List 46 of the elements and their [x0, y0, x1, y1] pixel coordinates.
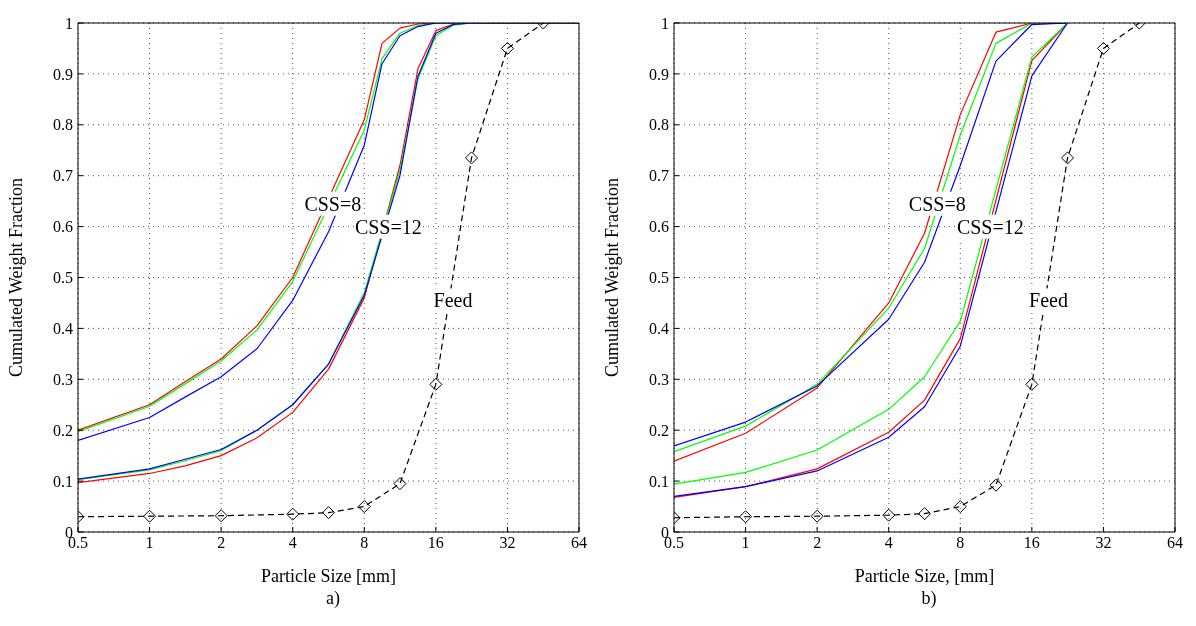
- y-tick-label: 1: [661, 14, 669, 32]
- y-tick-label: 0.8: [649, 116, 669, 134]
- annotation: CSS=12: [956, 215, 1024, 238]
- x-axis-title: Particle Size [mm]: [261, 566, 396, 586]
- y-tick-label: 1: [65, 14, 73, 32]
- x-tick-label: 4: [288, 534, 297, 552]
- y-tick-label: 0.4: [649, 320, 669, 338]
- y-tick-label: 0.2: [53, 421, 73, 439]
- x-tick-label: 8: [956, 534, 965, 552]
- y-tick-label: 0.6: [649, 218, 669, 236]
- annotation: Feed: [1029, 289, 1068, 312]
- annotation: CSS=8: [908, 192, 966, 215]
- annotation: CSS=12: [354, 215, 422, 238]
- text: a): [325, 588, 341, 609]
- x-tick-label: 64: [571, 534, 587, 552]
- x-tick-label: 16: [427, 534, 444, 552]
- x-tick-label: 1: [741, 534, 750, 552]
- y-tick-label: 0.3: [53, 370, 73, 388]
- y-tick-label: 0.1: [649, 472, 669, 490]
- x-tick-label: 32: [499, 534, 516, 552]
- y-tick-label: 0.9: [53, 65, 73, 83]
- y-tick-label: 0.2: [649, 421, 669, 439]
- text: b): [920, 588, 938, 609]
- y-tick-label: 0.4: [53, 320, 73, 338]
- y-tick-label: 0.3: [649, 370, 669, 388]
- y-axis-title: Cumulated Weight Fraction: [602, 177, 623, 378]
- y-tick-label: 0.7: [649, 167, 669, 185]
- x-axis-title: Particle Size, [mm]: [854, 566, 995, 586]
- y-tick-label: 0.9: [649, 65, 669, 83]
- x-tick-label: 2: [813, 534, 822, 552]
- y-tick-label: 0.5: [53, 269, 73, 287]
- y-tick-label: 0.1: [53, 472, 73, 490]
- x-tick-label: 32: [1095, 534, 1112, 552]
- y-axis-title: Cumulated Weight Fraction: [6, 177, 27, 378]
- y-tick-label: 0.7: [53, 167, 73, 185]
- x-tick-label: 4: [884, 534, 893, 552]
- annotation: Feed: [433, 289, 473, 312]
- y-tick-label: 0.5: [649, 269, 669, 287]
- x-tick-label: 16: [1023, 534, 1040, 552]
- x-tick-label: 1: [145, 534, 154, 552]
- x-tick-label: 2: [217, 534, 226, 552]
- x-tick-label: 8: [360, 534, 369, 552]
- y-tick-label: 0.6: [53, 218, 73, 236]
- annotation: CSS=8: [304, 192, 362, 215]
- y-tick-label: 0.8: [53, 116, 73, 134]
- x-tick-label: 64: [1167, 534, 1183, 552]
